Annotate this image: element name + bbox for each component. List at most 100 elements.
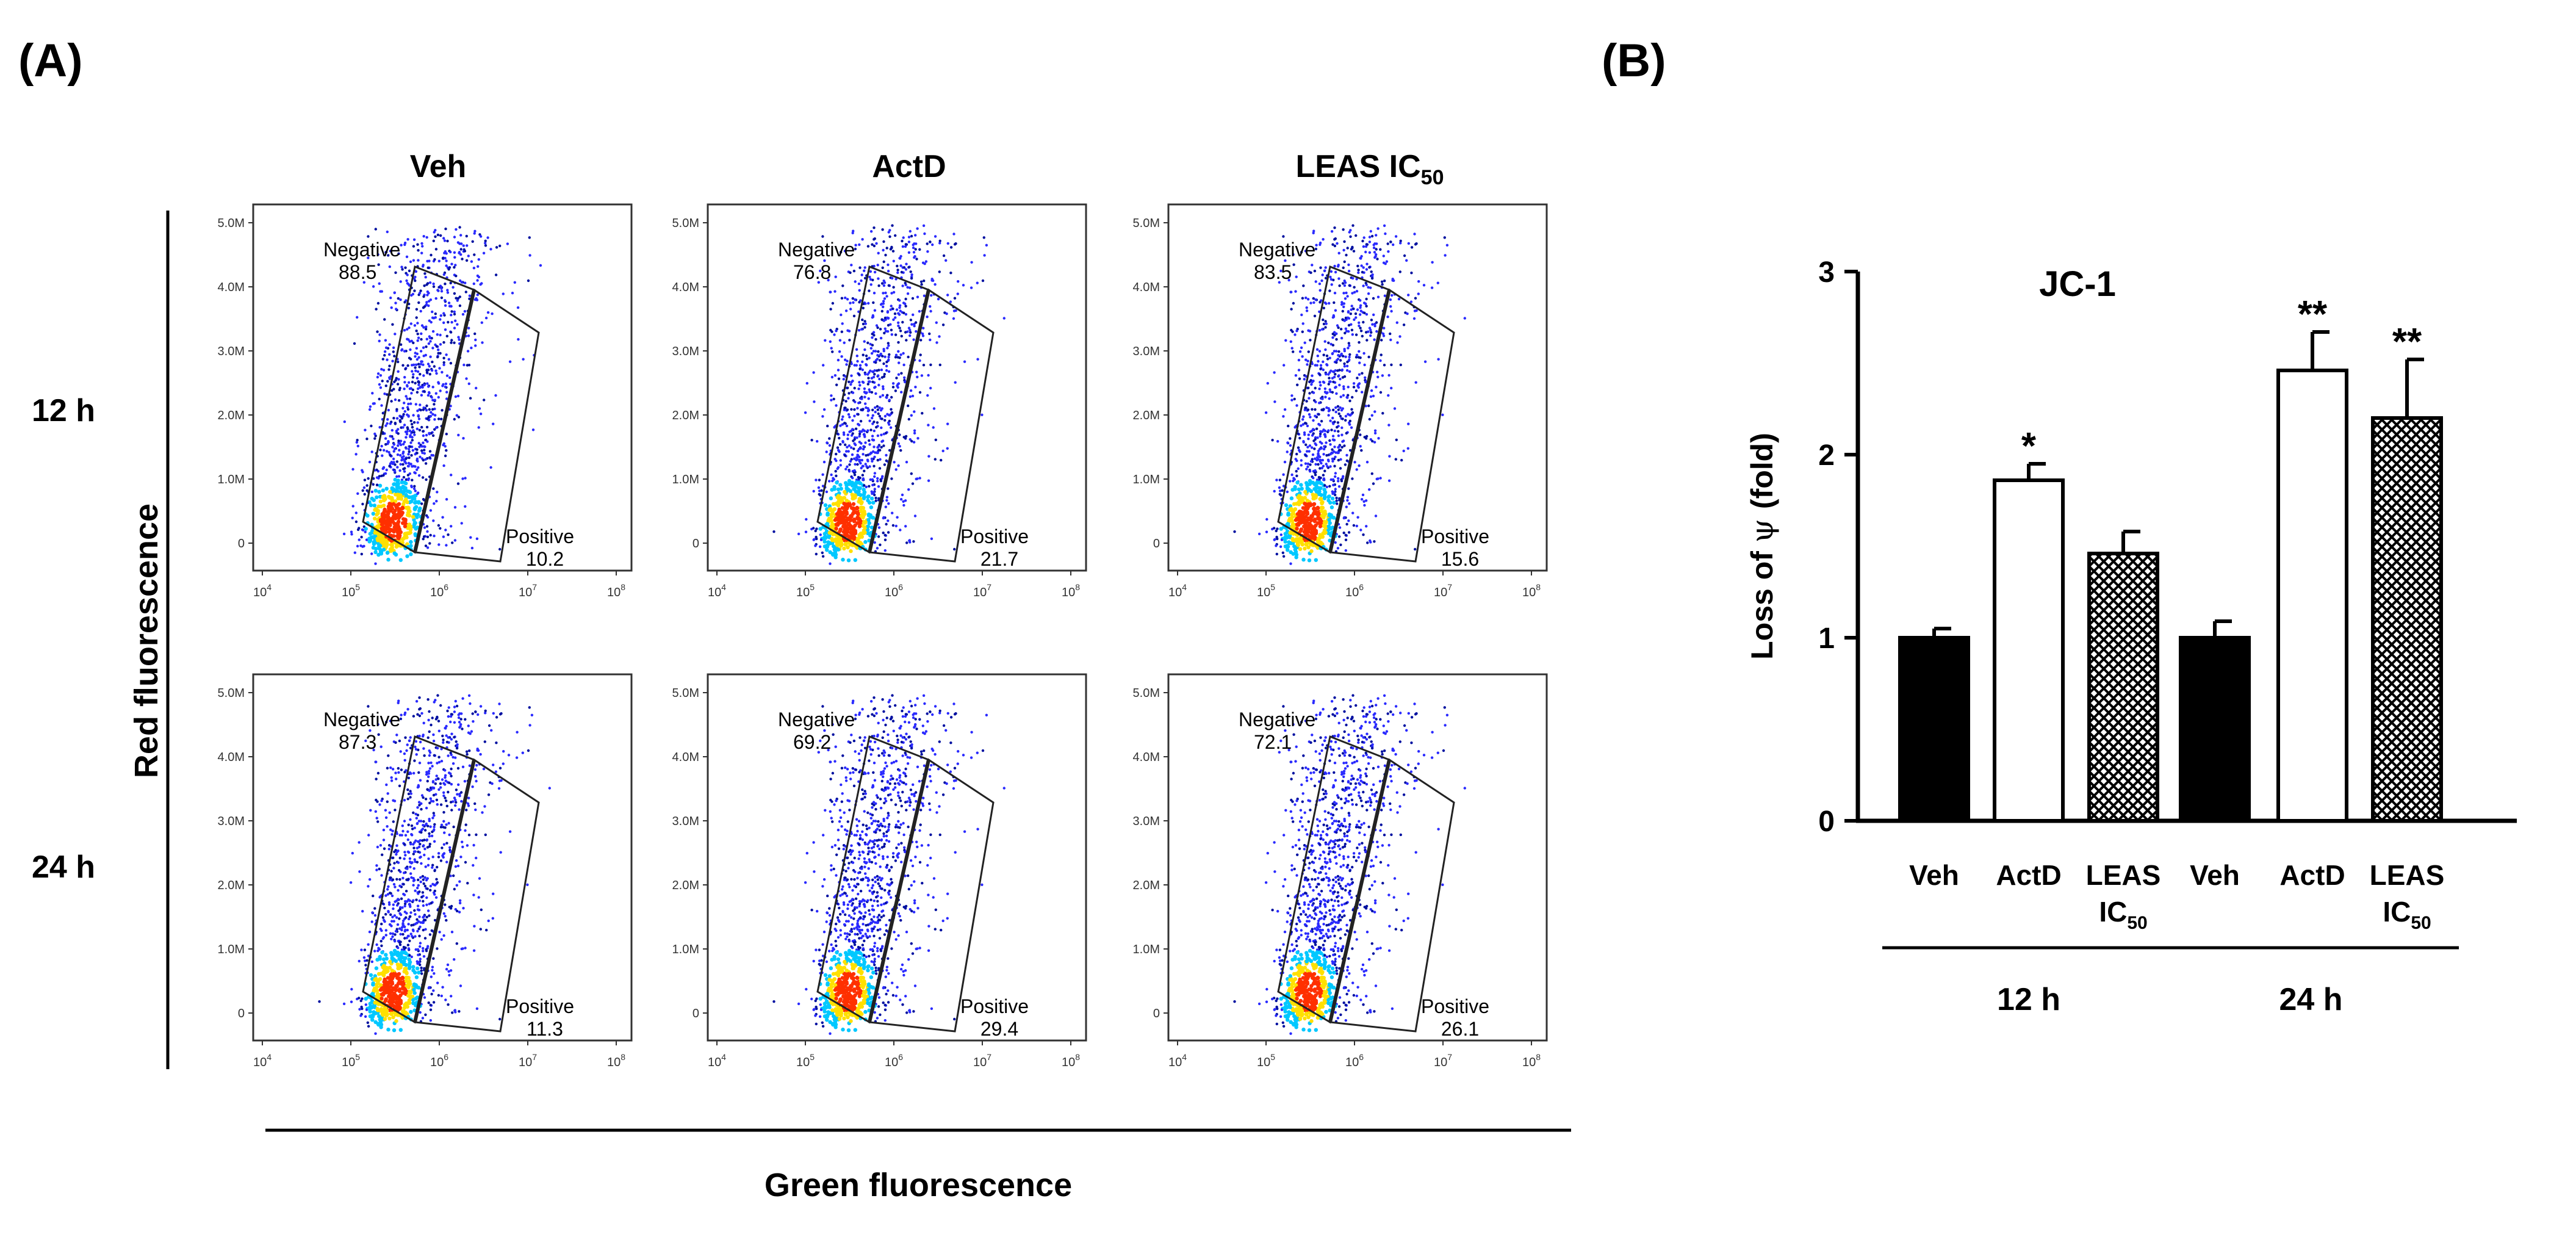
gate-negative-label: Negative	[323, 239, 400, 261]
scatter-point	[386, 380, 389, 383]
scatter-point	[1293, 550, 1298, 554]
scatter-point	[1395, 321, 1398, 324]
scatter-point	[1372, 482, 1375, 485]
scatter-point	[374, 562, 377, 565]
scatter-point	[1368, 251, 1372, 254]
scatter-point	[425, 433, 428, 437]
scatter-point	[354, 511, 358, 514]
scatter-point	[386, 521, 390, 525]
scatter-point	[852, 301, 855, 304]
scatter-point	[384, 809, 387, 812]
scatter-point	[1362, 236, 1365, 239]
scatter-point	[859, 461, 862, 465]
x-tick-label: 106	[1345, 582, 1364, 599]
scatter-point	[408, 472, 411, 475]
scatter-point	[1348, 419, 1351, 423]
scatter-point	[896, 516, 899, 519]
scatter-point	[853, 558, 857, 562]
scatter-point	[856, 463, 859, 466]
scatter-point	[868, 289, 871, 292]
scatter-point	[899, 264, 902, 267]
scatter-point	[384, 424, 387, 427]
scatter-point	[461, 840, 464, 843]
scatter-point	[395, 506, 400, 510]
scatter-point	[1317, 463, 1320, 466]
scatter-point	[1353, 318, 1356, 321]
scatter-point	[445, 397, 448, 400]
scatter-point	[1329, 465, 1332, 468]
scatter-point	[1278, 492, 1281, 496]
scatter-point	[394, 398, 397, 402]
scatter-point	[1275, 529, 1278, 533]
scatter-point	[1335, 337, 1338, 341]
scatter-point	[846, 359, 849, 362]
scatter-point	[1327, 429, 1330, 432]
scatter-point	[356, 439, 359, 442]
scatter-point	[831, 552, 835, 557]
scatter-point	[426, 294, 429, 297]
scatter-point	[1295, 512, 1300, 516]
scatter-point	[478, 407, 481, 410]
scatter-point	[1283, 408, 1287, 411]
scatter-point	[433, 407, 436, 411]
scatter-point	[898, 356, 901, 359]
scatter-point	[836, 446, 840, 449]
scatter-point	[832, 397, 835, 401]
scatter-point	[873, 541, 876, 544]
scatter-point	[1338, 383, 1341, 387]
scatter-point	[1287, 540, 1291, 544]
scatter-point	[1330, 496, 1335, 501]
scatter-point	[1326, 465, 1329, 468]
scatter-point	[406, 397, 409, 400]
scatter-point	[447, 301, 451, 305]
scatter-point	[906, 292, 910, 295]
scatter-point	[392, 551, 397, 555]
scatter-point	[361, 528, 365, 532]
scatter-point	[395, 734, 398, 737]
scatter-point	[1363, 503, 1366, 507]
scatter-point	[1334, 309, 1337, 312]
scatter-point	[851, 297, 854, 300]
scatter-point	[815, 535, 818, 539]
scatter-point	[1359, 256, 1362, 260]
scatter-point	[421, 875, 425, 878]
scatter-point	[1361, 334, 1364, 337]
scatter-point	[395, 377, 398, 380]
scatter-point	[909, 331, 912, 334]
scatter-point	[475, 833, 478, 836]
scatter-point	[962, 284, 965, 287]
scatter-point	[386, 766, 389, 770]
scatter-point	[826, 424, 829, 428]
scatter-point	[844, 443, 847, 446]
scatter-point	[1312, 432, 1315, 435]
y-tick-label: 5.0M	[1133, 217, 1160, 230]
scatter-point	[378, 333, 381, 336]
scatter-point	[940, 458, 943, 462]
scatter-point	[407, 478, 410, 481]
scatter-point	[843, 454, 847, 457]
scatter-point	[871, 336, 874, 339]
scatter-point	[904, 525, 907, 528]
scatter-point	[1380, 339, 1383, 342]
scatter-point	[851, 477, 854, 480]
scatter-point	[356, 444, 359, 448]
scatter-point	[442, 794, 445, 798]
scatter-point	[1331, 370, 1335, 373]
gate-negative-label: Negative	[1239, 239, 1315, 261]
scatter-point	[386, 792, 389, 795]
scatter-point	[423, 272, 426, 275]
scatter-point	[433, 418, 436, 421]
scatter-point	[1322, 447, 1326, 451]
scatter-point	[1342, 385, 1345, 388]
scatter-point	[376, 330, 379, 333]
scatter-point	[434, 782, 437, 785]
scatter-point	[460, 242, 463, 245]
scatter-point	[887, 502, 890, 505]
scatter-point	[864, 463, 867, 466]
scatter-point	[394, 422, 397, 425]
scatter-point	[834, 522, 839, 527]
scatter-point	[372, 542, 376, 546]
scatter-point	[1323, 387, 1327, 391]
scatter-point	[415, 316, 418, 319]
scatter-point	[874, 499, 877, 502]
